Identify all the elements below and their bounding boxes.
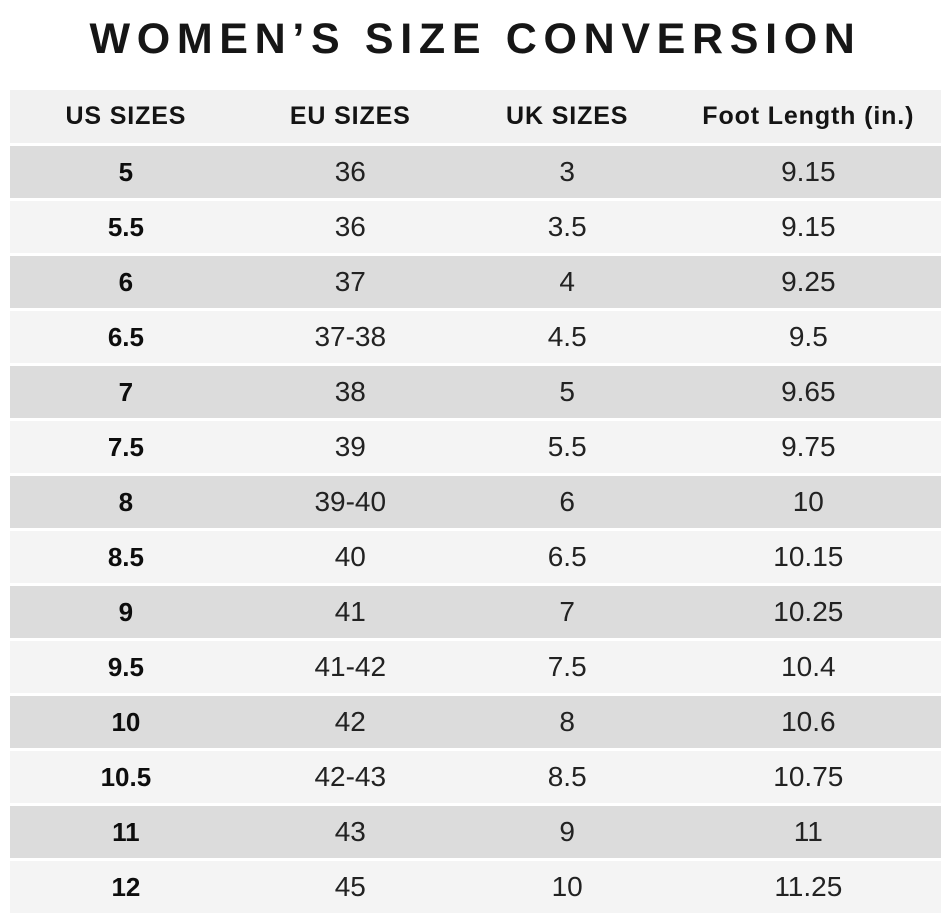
eu-size-cell: 40 [334, 541, 366, 572]
table-row: 9.5 41-42 7.5 10.4 [10, 641, 941, 693]
us-size-cell: 9 [118, 596, 134, 627]
uk-size-cell: 9 [559, 816, 575, 847]
table-row: 8.5 40 6.5 10.15 [10, 531, 941, 583]
uk-size-cell: 7.5 [547, 651, 587, 682]
eu-size-cell: 39 [334, 431, 366, 462]
column-header-uk-sizes: UK SIZES [506, 102, 629, 130]
us-size-cell: 5.5 [107, 211, 144, 242]
size-conversion-table: US SIZES EU SIZES UK SIZES Foot Length (… [10, 90, 941, 913]
table-row: 10 42 8 10.6 [10, 696, 941, 748]
us-size-cell: 6.5 [107, 321, 144, 352]
table-header-row: US SIZES EU SIZES UK SIZES Foot Length (… [10, 90, 941, 143]
eu-size-cell: 41 [334, 596, 366, 627]
us-size-cell: 11 [112, 816, 140, 847]
foot-length-cell: 10.25 [773, 596, 844, 627]
table-row: 11 43 9 11 [10, 806, 941, 858]
table-body: 5 36 3 9.15 5.5 36 3.5 9.15 6 37 4 9.25 … [10, 146, 941, 913]
table-row: 9 41 7 10.25 [10, 586, 941, 638]
foot-length-cell: 9.75 [781, 431, 836, 462]
us-size-cell: 10.5 [100, 761, 152, 792]
eu-size-cell: 38 [334, 376, 366, 407]
eu-size-cell: 42 [334, 706, 366, 737]
us-size-cell: 5 [118, 156, 134, 187]
table-row: 10.5 42-43 8.5 10.75 [10, 751, 941, 803]
eu-size-cell: 36 [334, 156, 366, 187]
uk-size-cell: 5.5 [547, 431, 587, 462]
uk-size-cell: 5 [559, 376, 575, 407]
uk-size-cell: 6.5 [547, 541, 587, 572]
foot-length-cell: 9.5 [788, 321, 828, 352]
eu-size-cell: 41-42 [314, 651, 387, 682]
page-title: WOMEN’S SIZE CONVERSION [89, 15, 862, 63]
table-row: 12 45 10 11.25 [10, 861, 941, 913]
uk-size-cell: 3.5 [547, 211, 587, 242]
foot-length-cell: 11.25 [774, 871, 843, 902]
eu-size-cell: 36 [334, 211, 366, 242]
table-row: 5.5 36 3.5 9.15 [10, 201, 941, 253]
uk-size-cell: 3 [559, 156, 575, 187]
uk-size-cell: 8 [559, 706, 575, 737]
uk-size-cell: 8.5 [547, 761, 587, 792]
us-size-cell: 10 [111, 706, 141, 737]
foot-length-cell: 10.4 [781, 651, 836, 682]
uk-size-cell: 4 [559, 266, 575, 297]
eu-size-cell: 39-40 [314, 486, 387, 517]
foot-length-cell: 9.15 [781, 156, 836, 187]
eu-size-cell: 42-43 [314, 761, 387, 792]
eu-size-cell: 45 [334, 871, 366, 902]
table-row: 8 39-40 6 10 [10, 476, 941, 528]
table-row: 5 36 3 9.15 [10, 146, 941, 198]
us-size-cell: 8.5 [107, 541, 144, 572]
column-header-eu-sizes: EU SIZES [289, 102, 411, 130]
eu-size-cell: 43 [334, 816, 366, 847]
foot-length-cell: 9.65 [781, 376, 836, 407]
uk-size-cell: 4.5 [547, 321, 587, 352]
us-size-cell: 8 [118, 486, 134, 517]
uk-size-cell: 10 [551, 871, 583, 902]
us-size-cell: 7 [118, 376, 134, 407]
table-row: 7.5 39 5.5 9.75 [10, 421, 941, 473]
column-header-us-sizes: US SIZES [65, 102, 187, 130]
uk-size-cell: 7 [559, 596, 575, 627]
table-row: 7 38 5 9.65 [10, 366, 941, 418]
foot-length-cell: 10.6 [781, 706, 836, 737]
eu-size-cell: 37-38 [314, 321, 387, 352]
table-row: 6.5 37-38 4.5 9.5 [10, 311, 941, 363]
column-header-foot-length: Foot Length (in.) [702, 102, 915, 130]
foot-length-cell: 10.75 [773, 761, 844, 792]
us-size-cell: 12 [111, 871, 141, 902]
us-size-cell: 6 [118, 266, 134, 297]
eu-size-cell: 37 [334, 266, 366, 297]
foot-length-cell: 9.25 [781, 266, 836, 297]
table-row: 6 37 4 9.25 [10, 256, 941, 308]
uk-size-cell: 6 [559, 486, 575, 517]
us-size-cell: 9.5 [107, 651, 144, 682]
foot-length-cell: 9.15 [781, 211, 836, 242]
us-size-cell: 7.5 [107, 431, 144, 462]
foot-length-cell: 10 [792, 486, 824, 517]
foot-length-cell: 11 [793, 816, 823, 847]
foot-length-cell: 10.15 [773, 541, 844, 572]
